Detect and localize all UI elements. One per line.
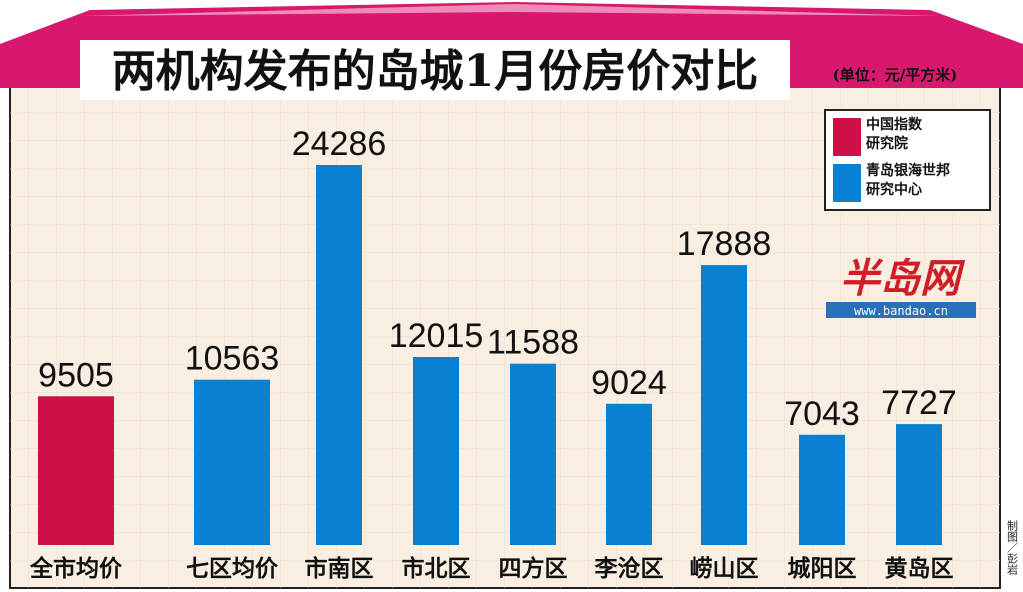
- legend-entry: 中国指数研究院: [866, 117, 922, 152]
- roof-edge: [80, 4, 940, 16]
- bar: [194, 379, 270, 545]
- x-tick-label: 市南区: [305, 555, 374, 582]
- legend-label: 中国指数研究院: [866, 117, 922, 152]
- title-box: [80, 40, 790, 100]
- value-label: 9024: [591, 364, 667, 402]
- value-label: 11588: [487, 324, 579, 362]
- value-label: 17888: [677, 225, 772, 263]
- value-label: 24286: [292, 125, 387, 163]
- bar: [510, 363, 556, 545]
- logo: 半岛网: [840, 255, 966, 302]
- x-tick-label: 城阳区: [788, 555, 857, 582]
- legend-swatch: [833, 118, 861, 156]
- legend-label: 青岛银海世邦研究中心: [866, 163, 950, 198]
- x-tick-label: 四方区: [499, 555, 568, 582]
- logo-url: www.bandao.cn: [854, 304, 948, 318]
- x-tick-label: 李沧区: [595, 555, 664, 582]
- bar: [38, 396, 114, 545]
- legend-entry: 青岛银海世邦研究中心: [866, 163, 950, 198]
- subtitle: (单位：元/平方米): [833, 66, 958, 84]
- bar: [316, 165, 362, 545]
- value-label: 7727: [881, 384, 957, 422]
- x-tick-label: 崂山区: [690, 556, 759, 582]
- chart-title: 两机构发布的岛城1月份房价对比: [112, 46, 759, 97]
- bar: [896, 424, 942, 545]
- bar: [701, 265, 747, 545]
- value-label: 7043: [784, 395, 860, 433]
- x-tick-label: 市北区: [402, 555, 471, 582]
- value-label: 9505: [38, 356, 114, 394]
- x-tick-label: 全市均价: [29, 555, 123, 582]
- x-tick-label: 七区均价: [186, 555, 279, 582]
- legend-swatch: [833, 164, 861, 202]
- bar: [799, 434, 845, 545]
- value-label: 10563: [185, 340, 280, 378]
- x-tick-label: 黄岛区: [885, 555, 954, 582]
- logo-url-bg: [826, 302, 976, 318]
- bar: [413, 357, 459, 545]
- bar: [606, 403, 652, 545]
- credit: 制图／彭岩: [1006, 520, 1019, 576]
- value-label: 12015: [389, 317, 484, 355]
